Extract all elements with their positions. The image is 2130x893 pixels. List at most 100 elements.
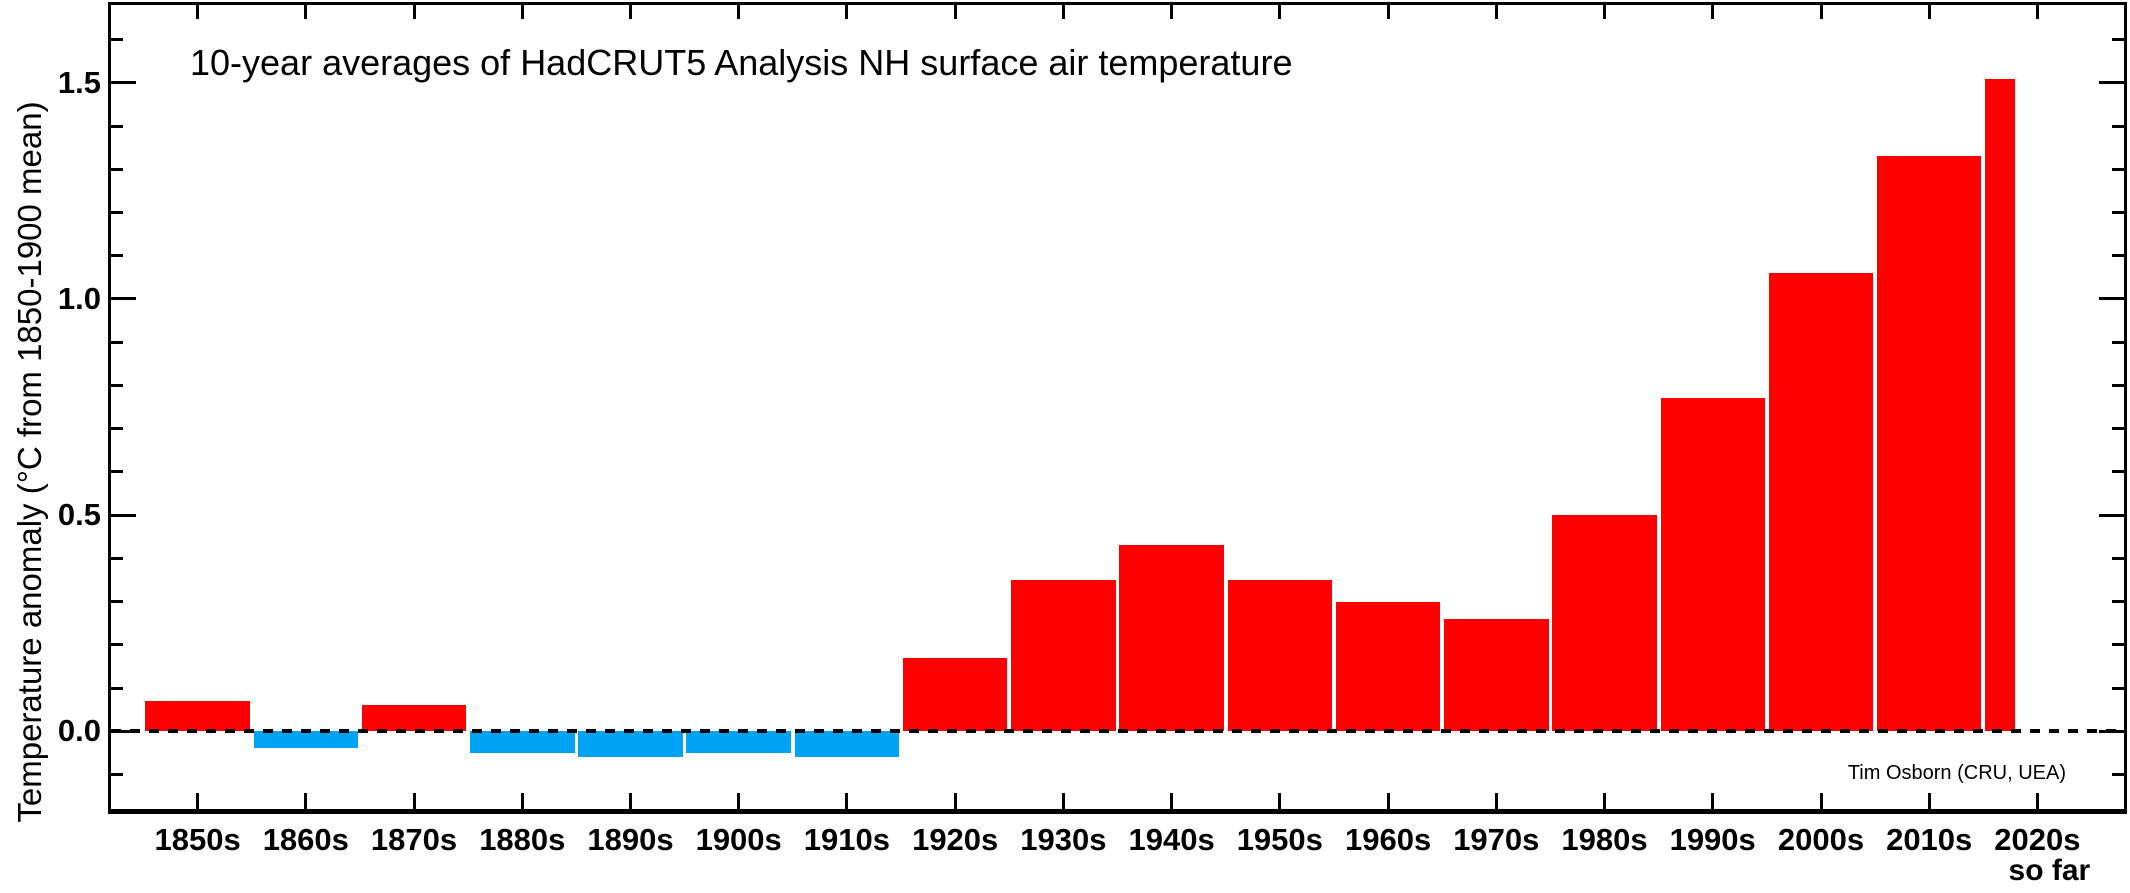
- y-tick-minor-right: [2112, 340, 2124, 344]
- x-tick-top: [520, 5, 524, 19]
- y-tick-minor-right: [2112, 211, 2124, 214]
- bar-1930s: [1011, 579, 1116, 732]
- y-tick-label-0.5: 0.5: [57, 497, 101, 533]
- x-tick-bottom: [412, 793, 416, 809]
- x-tick-label-1910s: 1910s: [803, 822, 890, 857]
- bar-1920s: [902, 657, 1008, 732]
- x-tick-bottom: [1819, 793, 1823, 809]
- bar-1990s: [1660, 398, 1765, 732]
- x-tick-label-1850s: 1850s: [154, 822, 241, 857]
- bar-1900s: [686, 731, 791, 753]
- x-tick-bottom: [1386, 793, 1390, 809]
- x-tick-label-1980s: 1980s: [1561, 822, 1648, 857]
- x-tick-bottom: [1278, 793, 1282, 809]
- bar-1890s: [578, 731, 683, 758]
- bar-1950s: [1227, 579, 1333, 732]
- chart-title: 10-year averages of HadCRUT5 Analysis NH…: [190, 42, 1293, 83]
- y-tick-minor-left: [111, 254, 123, 258]
- x-tick-label-1950s: 1950s: [1236, 822, 1323, 857]
- x-tick-bottom: [1603, 793, 1606, 809]
- y-tick-minor-left: [111, 211, 123, 214]
- x-tick-top: [412, 5, 416, 19]
- bar-2020s: [1985, 78, 2015, 732]
- x-tick-label-1880s: 1880s: [479, 822, 566, 857]
- x-tick-top: [1927, 5, 1931, 19]
- bar-1940s: [1119, 545, 1224, 732]
- plot-area: [108, 2, 2127, 814]
- bar-1880s: [470, 731, 575, 753]
- x-tick-bottom: [845, 793, 849, 809]
- y-tick-minor-right: [2112, 470, 2124, 474]
- x-tick-top: [1061, 5, 1065, 19]
- x-tick-label-2000s: 2000s: [1777, 822, 1865, 857]
- y-tick-minor-left: [111, 38, 123, 42]
- x-tick-bottom: [304, 793, 308, 809]
- bar-1980s: [1552, 515, 1657, 732]
- bar-2010s: [1876, 156, 1982, 732]
- x-tick-top: [1711, 5, 1715, 19]
- y-tick-major-left: [111, 81, 136, 85]
- y-tick-label-1.5: 1.5: [57, 64, 101, 100]
- bar-1860s: [253, 731, 358, 749]
- x-tick-label-1900s: 1900s: [695, 822, 782, 857]
- y-tick-minor-right: [2112, 124, 2124, 128]
- y-tick-minor-right: [2112, 556, 2124, 560]
- x-tick-bottom: [1170, 793, 1174, 809]
- x-tick-label-1890s: 1890s: [587, 822, 674, 857]
- y-tick-minor-left: [111, 470, 123, 474]
- y-tick-minor-right: [2112, 772, 2124, 776]
- x-tick-bottom: [2035, 793, 2039, 809]
- x-tick-top: [629, 5, 632, 19]
- bar-2000s: [1768, 273, 1874, 732]
- x-tick-bottom: [1494, 793, 1498, 809]
- x-tick-label-1960s: 1960s: [1344, 822, 1432, 857]
- y-tick-minor-left: [111, 167, 123, 171]
- y-tick-minor-right: [2112, 643, 2124, 647]
- y-tick-minor-left: [111, 340, 123, 344]
- x-tick-label-1920s: 1920s: [912, 822, 999, 857]
- y-tick-minor-right: [2112, 427, 2124, 431]
- x-tick-bottom: [629, 793, 632, 809]
- x-tick-label-1970s: 1970s: [1453, 822, 1540, 857]
- bar-1960s: [1335, 601, 1441, 732]
- x-tick-label-2020s: 2020s: [1994, 822, 2081, 857]
- bar-1970s: [1444, 618, 1549, 732]
- y-tick-minor-right: [2112, 167, 2124, 171]
- x-tick-label-1870s: 1870s: [370, 822, 458, 857]
- x-tick-top: [1819, 5, 1823, 19]
- y-tick-minor-left: [111, 772, 123, 776]
- x-tick-bottom: [1061, 793, 1065, 809]
- x-tick-bottom: [953, 793, 957, 809]
- x-tick-bottom: [520, 793, 524, 809]
- y-tick-minor-right: [2112, 383, 2124, 387]
- y-tick-minor-right: [2112, 254, 2124, 258]
- y-tick-minor-left: [111, 383, 123, 387]
- x-tick-bottom: [196, 793, 200, 809]
- x-tick-top: [1494, 5, 1498, 19]
- bar-1910s: [794, 731, 900, 758]
- y-tick-major-left: [111, 513, 136, 517]
- zero-line: [111, 729, 2124, 734]
- y-tick-label-1.0: 1.0: [57, 280, 101, 316]
- y-tick-minor-left: [111, 556, 123, 560]
- x-tick-label-1940s: 1940s: [1128, 822, 1215, 857]
- x-tick-top: [845, 5, 849, 19]
- y-tick-minor-left: [111, 600, 123, 603]
- y-tick-major-right: [2099, 513, 2124, 517]
- x-tick-top: [304, 5, 308, 19]
- y-tick-minor-left: [111, 124, 123, 128]
- y-tick-minor-left: [111, 427, 123, 431]
- y-tick-minor-right: [2112, 686, 2124, 690]
- x-tick-top: [1278, 5, 1282, 19]
- bar-1870s: [361, 705, 467, 732]
- y-tick-major-right: [2099, 81, 2124, 85]
- attribution-text: Tim Osborn (CRU, UEA): [1847, 762, 2066, 784]
- y-tick-minor-left: [111, 686, 123, 690]
- y-tick-major-right: [2099, 297, 2124, 301]
- x-tick-bottom: [737, 793, 741, 809]
- x-tick-top: [1386, 5, 1390, 19]
- x-tick-top: [1603, 5, 1606, 19]
- x-tick-bottom: [1711, 793, 1715, 809]
- x-tick-top: [737, 5, 741, 19]
